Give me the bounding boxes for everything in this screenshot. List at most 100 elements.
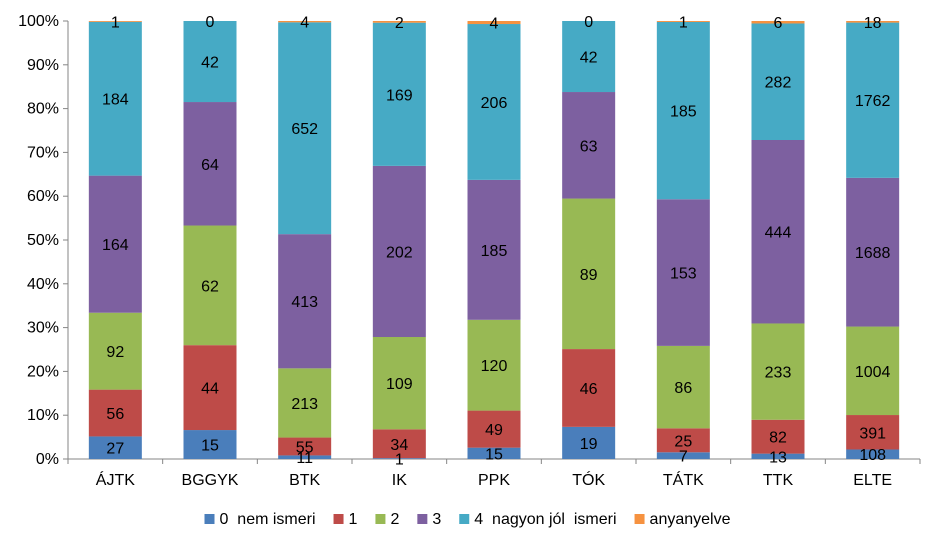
data-label: 15 <box>485 446 503 463</box>
legend-swatch <box>333 514 344 524</box>
bar-segment <box>562 92 616 199</box>
bar-segment <box>278 234 332 369</box>
bar-segment <box>846 415 900 450</box>
data-label: 1688 <box>855 245 891 262</box>
x-tick-label: TÁTK <box>663 470 704 489</box>
y-tick-label: 30% <box>27 320 59 337</box>
bar-segment <box>562 349 616 427</box>
bar-segment <box>278 22 332 235</box>
bar-segment <box>846 449 900 459</box>
bar-segment <box>751 419 805 454</box>
data-label: 1 <box>395 452 404 469</box>
bar-segment <box>372 21 426 23</box>
data-label: 34 <box>390 437 408 454</box>
data-label: 169 <box>386 87 413 104</box>
bar-segment <box>278 455 332 459</box>
data-label: 82 <box>769 430 787 447</box>
data-label: 18 <box>864 15 882 32</box>
y-tick-label: 10% <box>27 407 59 424</box>
bar-segment <box>467 410 521 448</box>
bar-segment <box>656 21 710 22</box>
data-label: 11 <box>296 450 313 467</box>
data-label: 42 <box>201 55 219 72</box>
y-tick-label: 50% <box>27 232 59 249</box>
bar-segment <box>278 437 332 456</box>
bar-segment <box>372 429 426 459</box>
data-label: 652 <box>291 121 318 138</box>
y-tick-label: 40% <box>27 276 59 293</box>
data-label: 64 <box>201 157 219 174</box>
bar-segment <box>467 179 521 320</box>
data-label: 19 <box>580 436 598 453</box>
bar-segment <box>751 21 805 24</box>
y-tick-label: 60% <box>27 188 59 205</box>
legend-label: 2 <box>390 511 399 528</box>
data-label: 13 <box>769 449 787 466</box>
y-tick-label: 20% <box>27 363 59 380</box>
bar-segment <box>846 177 900 327</box>
data-label: 86 <box>674 380 692 397</box>
bar-segment <box>656 345 710 429</box>
bar-segment <box>562 426 616 459</box>
bar-segment <box>183 430 237 459</box>
bar-segment <box>751 453 805 459</box>
data-label: 15 <box>201 438 219 455</box>
legend-label: 1 <box>349 511 358 528</box>
data-label: 282 <box>765 75 792 92</box>
bar-segment <box>278 21 332 23</box>
x-tick-label: BTK <box>289 472 320 489</box>
bar-segment <box>562 21 616 93</box>
bar-segment <box>846 326 900 416</box>
data-label: 2 <box>395 15 404 32</box>
data-label: 413 <box>291 294 318 311</box>
bar-segment <box>88 21 142 22</box>
bar-segment <box>467 319 521 411</box>
bar-segment <box>88 436 142 459</box>
data-label: 391 <box>859 425 886 442</box>
bar-segment <box>562 198 616 350</box>
data-label: 56 <box>106 406 124 423</box>
bar-segment <box>183 225 237 346</box>
data-label: 0 <box>206 14 215 31</box>
y-tick-label: 80% <box>27 101 59 118</box>
y-tick-label: 100% <box>18 13 59 30</box>
data-label: 62 <box>201 278 219 295</box>
data-label: 4 <box>490 16 499 33</box>
legend-label: anyanyelve <box>650 511 731 528</box>
bar-segment <box>751 323 805 420</box>
bar-segment <box>372 458 426 459</box>
data-label: 4 <box>300 15 309 32</box>
bar-segment <box>372 165 426 338</box>
x-tick-label: TÓK <box>572 470 605 489</box>
bar-segment <box>656 21 710 200</box>
x-tick-label: TTK <box>763 472 794 489</box>
x-tick-label: ELTE <box>853 472 892 489</box>
data-label: 1 <box>679 14 688 31</box>
bar-segment <box>183 21 237 103</box>
y-tick-label: 0% <box>36 451 59 468</box>
data-label: 109 <box>386 376 413 393</box>
data-label: 184 <box>102 92 129 109</box>
data-label: 108 <box>859 447 886 464</box>
bar-segment <box>88 175 142 313</box>
data-label: 444 <box>765 225 792 242</box>
data-label: 44 <box>201 381 219 398</box>
data-label: 1004 <box>855 364 891 381</box>
data-label: 6 <box>774 15 783 32</box>
data-label: 27 <box>106 441 124 458</box>
bar-segment <box>467 24 521 180</box>
bar-segment <box>751 140 805 324</box>
legend-swatch <box>204 514 215 524</box>
data-label: 202 <box>386 244 413 261</box>
data-label: 0 <box>584 14 593 31</box>
bar-segment <box>751 23 805 141</box>
legend-label: 3 <box>432 511 441 528</box>
data-label: 153 <box>670 266 697 283</box>
bar-segment <box>656 199 710 346</box>
data-label: 46 <box>580 381 598 398</box>
data-label: 233 <box>765 365 792 382</box>
bar-segment <box>183 345 237 431</box>
bar-segment <box>88 21 142 176</box>
bar-segment <box>88 312 142 390</box>
bars <box>88 21 900 459</box>
